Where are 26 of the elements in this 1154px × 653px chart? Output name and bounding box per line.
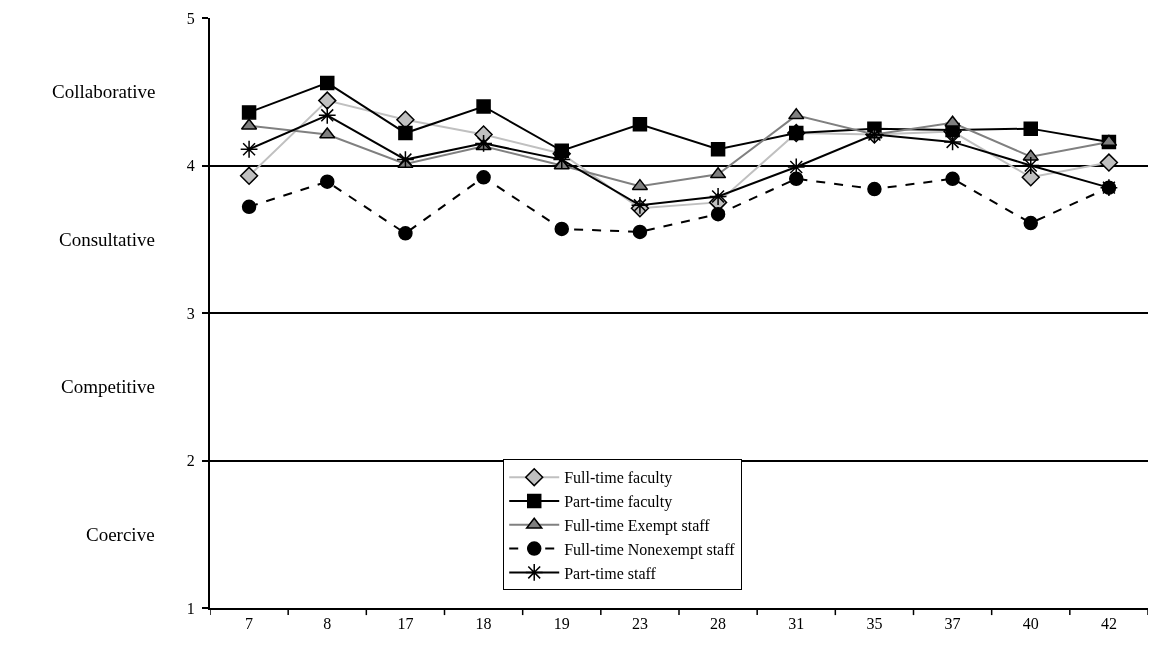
x-tick-label: 17 [397,615,414,633]
x-tick-label: 18 [475,615,492,633]
x-tick-label: 40 [1022,615,1039,633]
legend-label: Full-time Nonexempt staff [564,540,736,559]
y-tick-label: 4 [186,157,195,175]
text: Coercive [86,524,155,545]
legend-label: Part-time staff [564,564,657,582]
text: Consultative [59,229,156,250]
y-tick-label: 3 [186,304,195,322]
x-tick-label: 37 [944,615,961,633]
x-tick-label: 35 [866,615,883,633]
legend-label: Full-time faculty [564,469,673,488]
legend-label: Full-time Exempt staff [564,517,711,536]
y-tick-label: 5 [186,9,195,27]
legend-label: Part-time faculty [564,493,673,512]
x-tick-label: 8 [323,615,332,633]
x-tick-label: 28 [710,615,727,633]
x-tick-label: 31 [788,615,805,633]
y-tick-label: 2 [186,452,195,470]
x-tick-label: 42 [1100,615,1117,633]
x-tick-label: 7 [245,615,254,633]
text: Collaborative [52,81,156,102]
x-tick-label: 23 [631,615,648,633]
text: Competitive [61,376,155,397]
y-tick-label: 1 [186,599,195,617]
x-tick-label: 19 [553,615,570,633]
